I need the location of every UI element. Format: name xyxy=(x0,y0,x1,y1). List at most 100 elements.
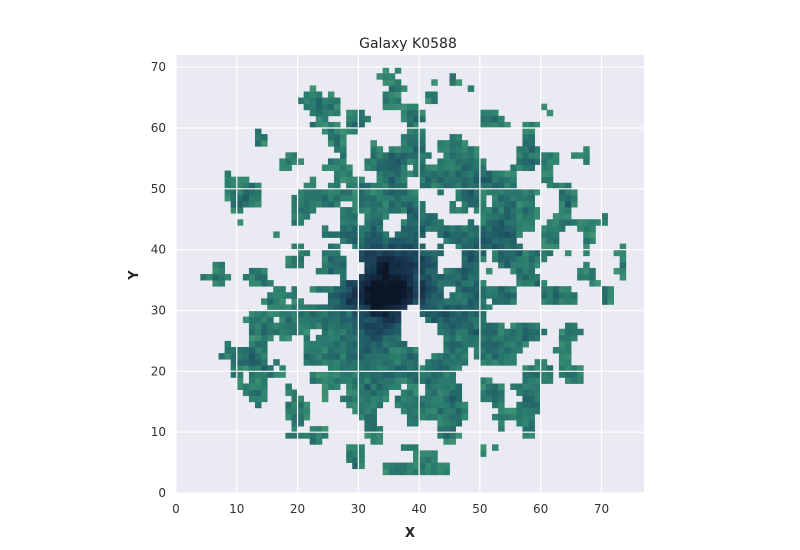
heatmap-cell xyxy=(443,182,450,190)
heatmap-cell xyxy=(394,274,402,281)
heatmap-cell xyxy=(461,359,469,366)
heatmap-cell xyxy=(388,249,396,257)
heatmap-cell xyxy=(291,395,298,403)
heatmap-cell xyxy=(267,371,274,378)
heatmap-cell xyxy=(431,164,438,171)
heatmap-cell xyxy=(413,121,420,129)
heatmap-cell xyxy=(558,182,566,190)
heatmap-cell xyxy=(400,377,408,384)
heatmap-cell xyxy=(564,201,572,208)
heatmap-cell xyxy=(534,407,542,415)
heatmap-cell xyxy=(297,194,305,202)
heatmap-cell xyxy=(467,334,475,342)
heatmap-cell xyxy=(382,389,390,397)
heatmap-cell xyxy=(528,140,535,147)
heatmap-cell xyxy=(510,298,517,305)
heatmap-cell xyxy=(510,237,517,244)
heatmap-cell xyxy=(358,316,365,324)
heatmap-cell xyxy=(358,286,365,293)
heatmap-cell xyxy=(382,462,390,470)
heatmap-cell xyxy=(467,231,475,238)
heatmap-cell xyxy=(522,140,529,147)
heatmap-cell xyxy=(376,316,384,324)
heatmap-cell xyxy=(376,365,384,372)
heatmap-cell xyxy=(394,322,402,330)
heatmap-cell xyxy=(492,444,499,451)
heatmap-cell xyxy=(419,249,426,257)
heatmap-cell xyxy=(413,158,420,165)
heatmap-cell xyxy=(619,243,627,251)
heatmap-cell xyxy=(315,371,323,378)
heatmap-cell xyxy=(449,207,456,214)
heatmap-cell xyxy=(564,286,572,293)
heatmap-cell xyxy=(467,170,475,178)
heatmap-cell xyxy=(327,267,335,275)
heatmap-cell xyxy=(334,194,341,202)
heatmap-cell xyxy=(364,347,371,354)
heatmap-cell xyxy=(461,176,469,184)
heatmap-cell xyxy=(327,298,335,305)
heatmap-cell xyxy=(419,456,426,463)
heatmap-cell xyxy=(406,377,414,384)
heatmap-cell xyxy=(376,389,384,397)
y-axis-label: Y xyxy=(127,270,142,281)
heatmap-cell xyxy=(498,322,505,330)
heatmap-cell xyxy=(485,267,493,275)
heatmap-cell xyxy=(479,377,487,384)
heatmap-cell xyxy=(352,310,359,317)
heatmap-cell xyxy=(370,219,377,226)
heatmap-cell xyxy=(522,188,529,196)
heatmap-cell xyxy=(291,413,298,421)
heatmap-cell xyxy=(327,103,335,111)
heatmap-cell xyxy=(297,401,305,409)
heatmap-cell xyxy=(352,128,359,135)
heatmap-cell xyxy=(242,347,250,354)
heatmap-cell xyxy=(473,310,481,317)
heatmap-cell xyxy=(498,353,505,360)
heatmap-cell xyxy=(327,255,335,263)
x-tick-label: 50 xyxy=(472,502,487,516)
heatmap-cell xyxy=(443,298,450,305)
heatmap-cell xyxy=(601,298,608,305)
heatmap-cell xyxy=(370,140,377,147)
heatmap-cell xyxy=(473,170,481,178)
heatmap-cell xyxy=(504,231,511,238)
heatmap-cell xyxy=(382,322,390,330)
heatmap-cell xyxy=(388,347,396,354)
heatmap-cell xyxy=(364,353,371,360)
heatmap-cell xyxy=(406,420,414,427)
heatmap-cell xyxy=(370,316,377,324)
heatmap-cell xyxy=(534,359,542,366)
heatmap-cell xyxy=(352,280,359,287)
heatmap-cell xyxy=(473,255,481,263)
heatmap-cell xyxy=(285,407,292,415)
heatmap-cell xyxy=(334,188,341,196)
heatmap-cell xyxy=(382,347,390,354)
heatmap-cell xyxy=(400,170,408,178)
heatmap-cell xyxy=(467,340,475,348)
heatmap-cell xyxy=(449,359,456,366)
heatmap-cell xyxy=(522,164,529,171)
heatmap-cell xyxy=(455,383,463,390)
heatmap-cell xyxy=(352,225,359,232)
heatmap-cell xyxy=(261,274,268,281)
heatmap-cell xyxy=(498,395,505,403)
heatmap-cell xyxy=(303,413,311,421)
heatmap-cell xyxy=(321,432,329,439)
heatmap-cell xyxy=(340,347,347,354)
heatmap-cell xyxy=(540,225,548,232)
heatmap-cell xyxy=(449,73,456,80)
heatmap-cell xyxy=(492,213,499,220)
heatmap-cell xyxy=(303,353,311,360)
heatmap-cell xyxy=(388,91,396,98)
heatmap-cell xyxy=(473,322,481,330)
heatmap-cell xyxy=(230,194,238,202)
heatmap-cell xyxy=(358,401,365,409)
heatmap-cell xyxy=(315,286,323,293)
heatmap-cell xyxy=(364,365,371,372)
heatmap-cell xyxy=(479,280,487,287)
heatmap-cell xyxy=(364,207,371,214)
heatmap-cell xyxy=(273,371,280,378)
heatmap-cell xyxy=(437,365,444,372)
heatmap-cell xyxy=(394,316,402,324)
